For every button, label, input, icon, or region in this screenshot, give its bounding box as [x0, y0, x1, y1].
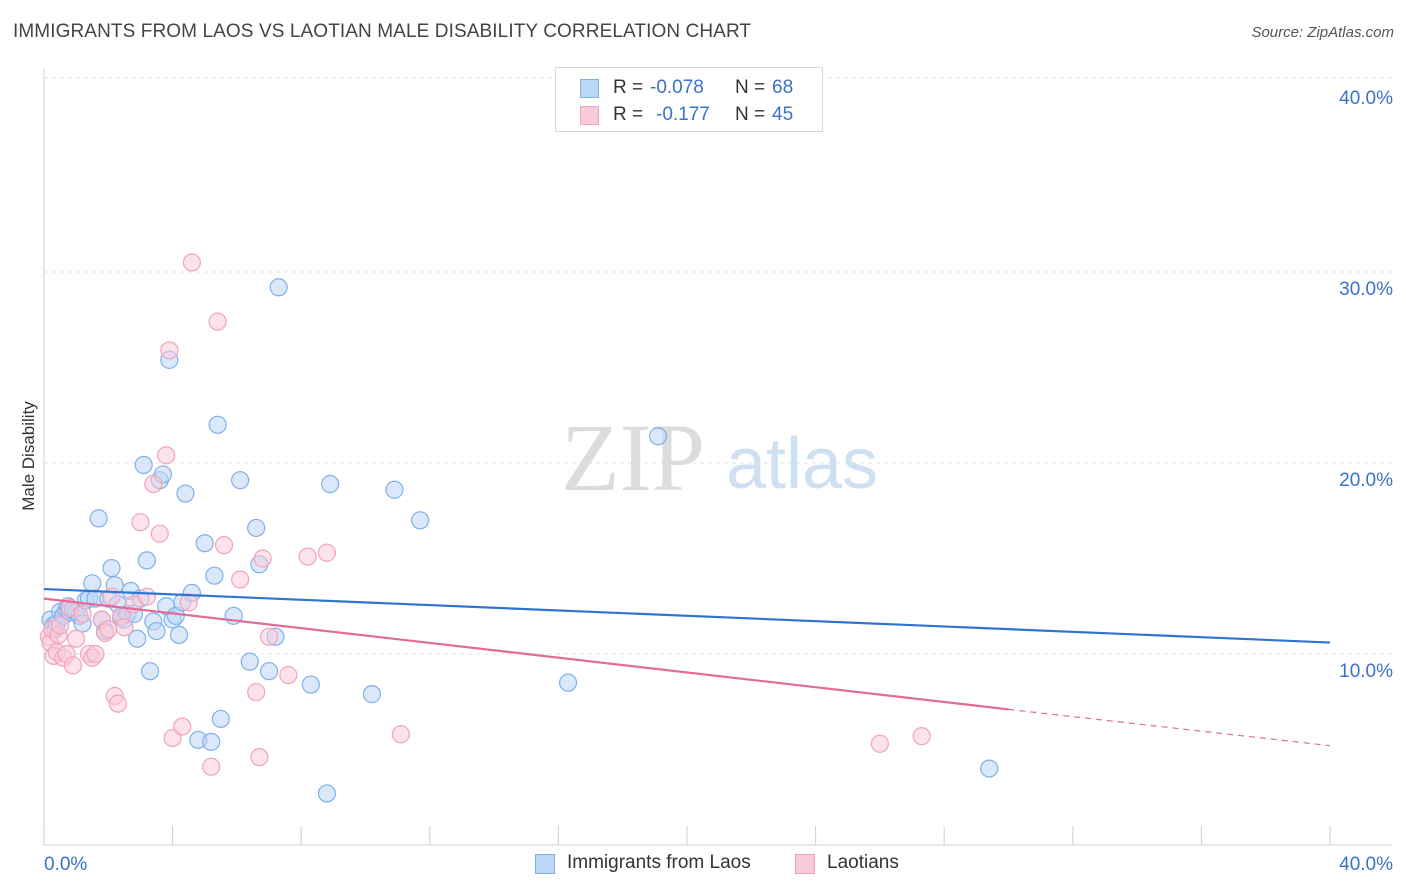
- data-point-laotians: [137, 587, 156, 606]
- data-point-laos: [140, 662, 160, 681]
- data-point-laotians: [317, 543, 337, 562]
- legend-n-label: N =: [735, 104, 766, 125]
- trend-lines: [43, 587, 1331, 747]
- data-point-laotians: [67, 629, 86, 648]
- y-axis-label: Male Disability: [19, 401, 38, 511]
- data-point-laotians: [144, 474, 163, 494]
- data-point-laotians: [115, 618, 134, 637]
- data-point-laotians: [253, 549, 272, 568]
- watermark-atlas: atlas: [726, 424, 878, 504]
- data-point-laotians: [150, 524, 169, 543]
- data-point-laos: [240, 652, 259, 671]
- y-tick-label: 10.0%: [1339, 661, 1393, 682]
- data-point-laotians: [231, 570, 250, 589]
- legend-n-value: 45: [772, 104, 794, 125]
- data-point-laotians: [912, 727, 931, 746]
- data-point-laotians: [50, 616, 70, 635]
- data-point-laos: [269, 278, 288, 297]
- bottom-legend-label-laotians: Laotians: [827, 852, 899, 873]
- data-point-laos: [195, 534, 214, 553]
- data-point-laotians: [63, 656, 83, 675]
- data-point-laos: [247, 518, 266, 538]
- data-point-laotians: [173, 717, 192, 736]
- legend-n-label: N =: [735, 77, 766, 98]
- data-point-laotians: [391, 725, 410, 744]
- data-point-laos: [202, 732, 221, 751]
- legend: R = -0.078 N = 68 R = -0.177 N = 45: [555, 67, 823, 132]
- data-point-laotians: [157, 446, 176, 465]
- data-point-laos: [89, 509, 108, 528]
- grid-lines: [44, 77, 1392, 655]
- data-point-laos: [411, 511, 430, 530]
- trend-line-laotians: [43, 597, 1009, 711]
- data-point-laotians: [108, 694, 128, 713]
- data-point-laotians: [179, 593, 198, 612]
- watermark-zip: ZIP: [561, 404, 705, 511]
- legend-r-label: R =: [613, 104, 644, 125]
- data-point-laotians: [247, 683, 266, 702]
- data-point-laotians: [250, 748, 269, 767]
- data-point-laos: [83, 574, 102, 593]
- bottom-legend-swatch-laos: [535, 854, 555, 874]
- y-tick-label: 30.0%: [1339, 279, 1393, 300]
- data-point-laotians: [160, 341, 179, 360]
- data-point-laos: [205, 566, 224, 585]
- data-point-laos: [558, 673, 578, 692]
- data-points: [39, 253, 999, 803]
- data-point-laotians: [208, 312, 227, 331]
- data-point-laos: [137, 551, 156, 570]
- data-point-laos: [648, 427, 668, 446]
- watermark: ZIP atlas: [561, 404, 878, 511]
- x-tick-label: 40.0%: [1339, 854, 1393, 875]
- data-point-laos: [208, 415, 227, 434]
- data-point-laos: [385, 480, 404, 499]
- data-point-laotians: [279, 665, 298, 685]
- bottom-legend-label-laos: Immigrants from Laos: [567, 852, 751, 873]
- chart-title: IMMIGRANTS FROM LAOS VS LAOTIAN MALE DIS…: [13, 21, 752, 42]
- source-label: Source: ZipAtlas.com: [1251, 24, 1394, 41]
- legend-r-value: -0.078: [650, 77, 704, 98]
- data-point-laotians: [99, 620, 118, 639]
- legend-swatch-laos: [580, 79, 599, 98]
- data-point-laos: [301, 675, 320, 694]
- data-point-laos: [259, 662, 279, 681]
- data-point-laos: [102, 558, 121, 578]
- bottom-legend-swatch-laotians: [795, 854, 815, 874]
- data-point-laos: [362, 685, 382, 704]
- trend-line-laotians-extension: [1008, 708, 1331, 747]
- data-point-laotians: [870, 734, 890, 753]
- data-point-laos: [169, 625, 189, 645]
- data-point-laos: [134, 455, 153, 475]
- y-tick-label: 40.0%: [1339, 88, 1393, 109]
- data-point-laos: [211, 709, 230, 729]
- axes: [43, 68, 1392, 846]
- legend-n-value: 68: [772, 77, 794, 98]
- data-point-laos: [176, 484, 195, 503]
- data-point-laos: [317, 784, 337, 803]
- data-point-laotians: [131, 513, 150, 532]
- data-point-laotians: [259, 627, 279, 646]
- data-point-laotians: [202, 757, 221, 776]
- data-point-laos: [321, 474, 340, 494]
- y-tick-label: 20.0%: [1339, 470, 1393, 491]
- data-point-laotians: [73, 604, 92, 623]
- data-point-laotians: [214, 536, 234, 555]
- trend-line-laos: [43, 587, 1331, 644]
- data-point-laos: [980, 759, 999, 778]
- data-point-laos: [147, 621, 166, 641]
- legend-r-value: -0.177: [656, 104, 710, 125]
- data-point-laotians: [86, 644, 105, 664]
- x-tick-label: 0.0%: [44, 854, 87, 875]
- data-point-laos: [231, 471, 250, 490]
- legend-r-label: R =: [613, 77, 644, 98]
- data-point-laotians: [182, 253, 201, 272]
- tick-labels: 10.0% 20.0% 30.0% 40.0% 0.0% 40.0%: [44, 88, 1393, 875]
- data-point-laotians: [298, 547, 317, 566]
- legend-swatch-laotians: [580, 106, 599, 125]
- data-point-laos: [128, 629, 147, 648]
